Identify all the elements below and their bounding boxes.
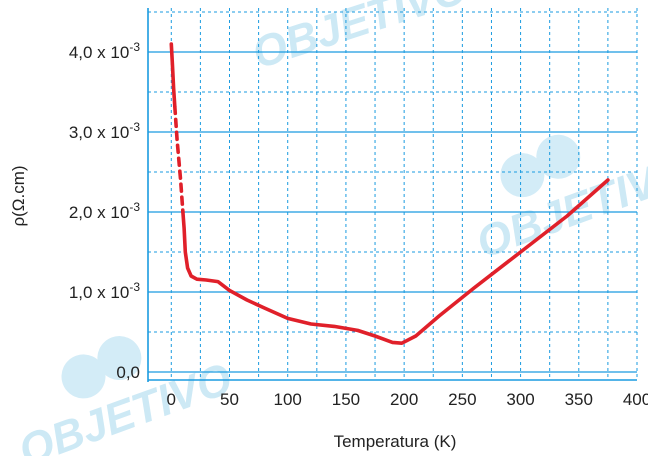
watermark-icon-bottom [61,354,106,399]
y-tick-label: 1,0 x 10-3 [69,280,140,302]
watermark-icon-right [500,153,545,198]
watermark-icon-bottom-2 [97,336,142,381]
watermark-icon-right-2 [536,134,581,179]
series-line-segment-1 [173,104,185,214]
tick-labels: 0 50 100 150 200 250 300 350 400 0,0 1,0 x 10-3 2,0… [69,40,648,409]
axes [147,8,637,382]
x-tick-label: 0 [167,390,176,409]
y-axis-label: ρ(Ω.cm) [9,165,28,226]
x-tick-label: 300 [506,390,534,409]
y-tick-label: 4,0 x 10-3 [69,40,140,62]
x-tick-label: 150 [332,390,360,409]
grid [148,8,638,380]
x-tick-label: 350 [565,390,593,409]
x-tick-label: 200 [390,390,418,409]
y-tick-label: 0,0 [116,363,140,382]
x-tick-label: 250 [448,390,476,409]
x-axis-label: Temperatura (K) [334,432,457,451]
x-tick-label: 50 [220,390,239,409]
y-tick-label: 3,0 x 10-3 [69,120,140,142]
series-layer [169,42,610,345]
x-tick-label: 100 [274,390,302,409]
y-tick-label: 2,0 x 10-3 [69,200,140,222]
series-line-segment-2 [181,178,610,345]
x-tick-label: 400 [623,390,648,409]
series-line-segment-0 [169,42,177,109]
